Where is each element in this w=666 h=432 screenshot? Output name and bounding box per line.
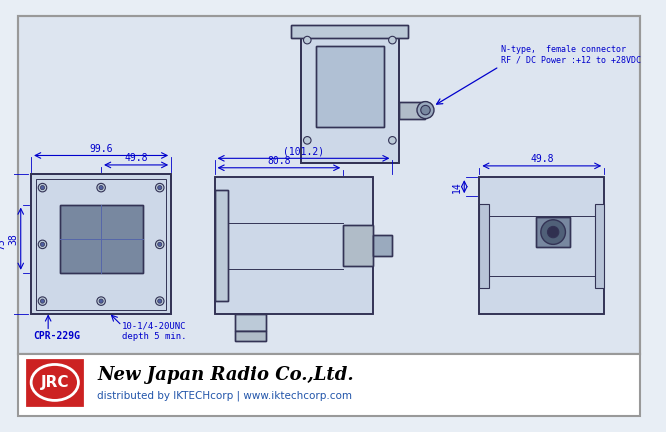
Text: (101.2): (101.2) bbox=[283, 147, 324, 157]
Bar bbox=[343, 225, 374, 266]
Bar bbox=[214, 177, 374, 314]
Circle shape bbox=[97, 183, 105, 192]
Bar bbox=[31, 175, 171, 314]
Bar bbox=[18, 16, 640, 354]
Bar bbox=[300, 31, 399, 163]
Circle shape bbox=[99, 299, 103, 303]
Text: New Japan Radio Co.,Ltd.: New Japan Radio Co.,Ltd. bbox=[97, 366, 354, 384]
Circle shape bbox=[99, 186, 103, 190]
Text: N-type,  female connector
RF / DC Power :+12 to +28VDC: N-type, female connector RF / DC Power :… bbox=[501, 45, 641, 65]
Circle shape bbox=[388, 36, 396, 44]
Circle shape bbox=[41, 242, 45, 246]
Bar bbox=[374, 235, 392, 256]
Bar bbox=[59, 205, 143, 273]
Bar bbox=[316, 46, 384, 127]
Bar bbox=[235, 331, 266, 341]
Text: 14: 14 bbox=[452, 181, 462, 193]
Bar bbox=[343, 225, 374, 266]
Text: 49.8: 49.8 bbox=[125, 153, 148, 163]
Circle shape bbox=[417, 102, 434, 119]
Bar bbox=[399, 102, 426, 119]
Text: CPR-229G: CPR-229G bbox=[33, 331, 80, 341]
Circle shape bbox=[97, 297, 105, 305]
Circle shape bbox=[41, 186, 45, 190]
Bar bbox=[214, 177, 374, 314]
Bar bbox=[480, 204, 489, 288]
Circle shape bbox=[38, 240, 47, 249]
Circle shape bbox=[158, 242, 162, 246]
Bar bbox=[235, 314, 266, 331]
Circle shape bbox=[304, 137, 311, 144]
Bar bbox=[480, 177, 604, 314]
Circle shape bbox=[541, 220, 565, 245]
Bar bbox=[59, 205, 143, 273]
Circle shape bbox=[158, 186, 162, 190]
Text: JRC: JRC bbox=[41, 375, 69, 390]
Bar bbox=[316, 46, 384, 127]
Circle shape bbox=[38, 297, 47, 305]
Bar bbox=[27, 360, 82, 405]
Text: 80.8: 80.8 bbox=[267, 156, 290, 166]
Text: distributed by IKTECHcorp | www.iktechcorp.com: distributed by IKTECHcorp | www.iktechco… bbox=[97, 391, 352, 401]
Bar bbox=[214, 191, 228, 301]
Bar bbox=[536, 217, 570, 247]
Bar bbox=[18, 16, 640, 354]
Text: 75: 75 bbox=[0, 238, 6, 250]
Circle shape bbox=[304, 36, 311, 44]
Text: 38: 38 bbox=[8, 233, 18, 245]
Circle shape bbox=[158, 299, 162, 303]
Bar bbox=[18, 354, 640, 416]
Circle shape bbox=[547, 226, 559, 238]
Bar bbox=[214, 191, 228, 301]
Circle shape bbox=[421, 105, 430, 115]
Bar bbox=[399, 102, 426, 119]
Bar bbox=[480, 177, 604, 314]
Circle shape bbox=[155, 297, 164, 305]
Bar bbox=[291, 25, 408, 38]
Circle shape bbox=[388, 137, 396, 144]
Bar bbox=[235, 314, 266, 331]
Bar bbox=[36, 179, 166, 310]
Circle shape bbox=[38, 183, 47, 192]
Bar bbox=[31, 175, 171, 314]
Bar bbox=[300, 31, 399, 163]
Bar bbox=[595, 204, 604, 288]
Circle shape bbox=[41, 299, 45, 303]
Circle shape bbox=[155, 240, 164, 249]
Text: 10-1/4-20UNC
depth 5 min.: 10-1/4-20UNC depth 5 min. bbox=[122, 322, 186, 341]
Bar bbox=[291, 25, 408, 38]
Bar bbox=[235, 331, 266, 341]
Text: 99.6: 99.6 bbox=[89, 144, 113, 154]
Bar bbox=[374, 235, 392, 256]
Bar bbox=[536, 217, 570, 247]
Circle shape bbox=[155, 183, 164, 192]
Text: 49.8: 49.8 bbox=[530, 154, 553, 164]
